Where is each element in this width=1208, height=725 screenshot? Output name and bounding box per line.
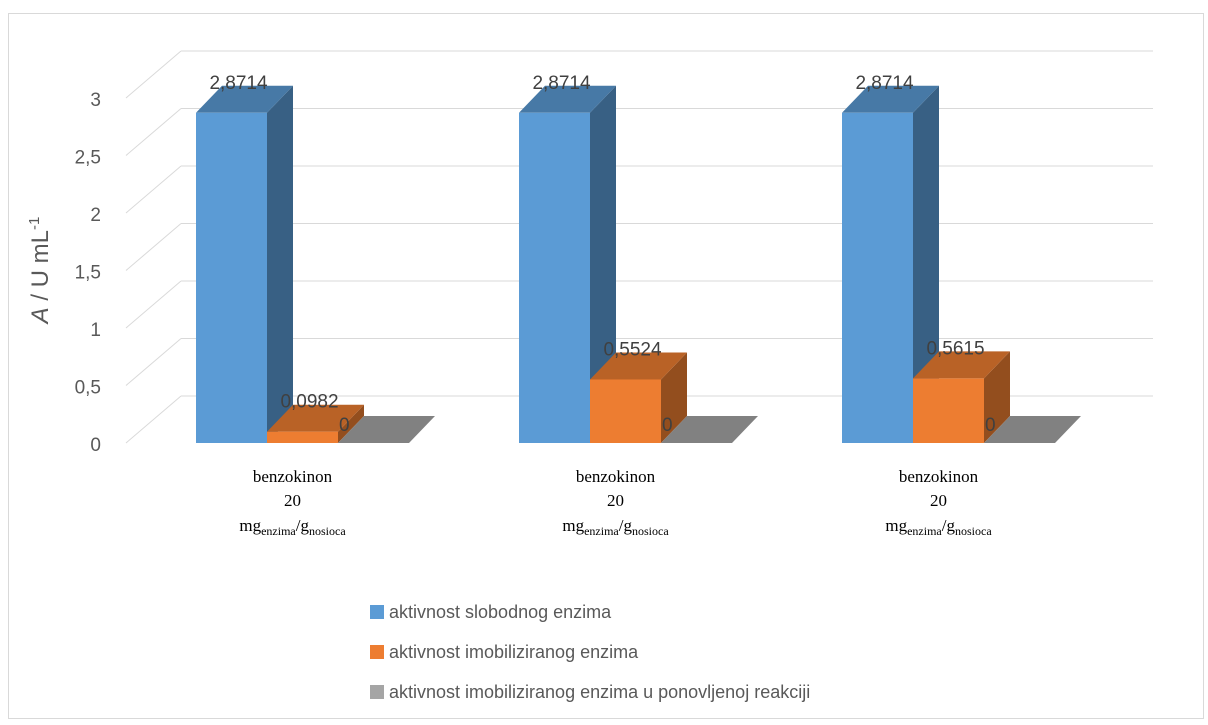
bar-side (267, 85, 293, 443)
data-label: 2,8714 (532, 73, 591, 94)
category-label-unit: mgenzima/gnosioca (562, 516, 669, 538)
category-label-line1: benzokinon (253, 467, 333, 486)
y-tick-label: 2,5 (75, 148, 101, 169)
y-tick-label: 3 (90, 90, 101, 111)
data-label: 2,8714 (855, 73, 914, 94)
y-tick-label: 0 (90, 435, 101, 456)
gridline-diagonal (125, 395, 182, 444)
bar-top (913, 351, 1010, 379)
data-label: 0,5524 (603, 339, 662, 360)
y-axis-label: A / U mL-1 (26, 217, 54, 326)
data-label: 0 (662, 415, 673, 436)
data-label: 0 (985, 415, 996, 436)
legend-label: aktivnost imobiliziranog enzima (389, 641, 639, 662)
y-tick-label: 1 (90, 320, 101, 341)
chart-legend: aktivnost slobodnog enzima aktivnost imob… (370, 592, 810, 712)
bar-top (842, 85, 939, 113)
bar-side (338, 404, 364, 443)
category-label-unit: mgenzima/gnosioca (885, 516, 992, 538)
bar-top (590, 352, 687, 380)
legend-item: aktivnost slobodnog enzima (370, 592, 810, 632)
y-tick-label: 1,5 (75, 263, 101, 284)
category-label-line1: benzokinon (899, 467, 979, 486)
bar-top (661, 416, 758, 443)
gridline-diagonal (125, 50, 182, 99)
bar-top (267, 404, 364, 432)
bar-side (913, 85, 939, 443)
bar (519, 112, 590, 443)
bar-top (984, 416, 1081, 443)
legend-label: aktivnost slobodnog enzima (389, 601, 612, 622)
bar (267, 431, 338, 443)
data-label: 0,0982 (280, 392, 338, 413)
y-tick-label: 2 (90, 205, 101, 226)
bar-side (590, 85, 616, 443)
data-label: 0,5615 (926, 338, 984, 359)
bar-top (196, 85, 293, 113)
bar-top (338, 416, 435, 443)
gridline-diagonal (125, 165, 182, 214)
category-label-line2: 20 (930, 491, 947, 510)
bar (913, 378, 984, 443)
data-label: 0 (339, 415, 350, 436)
bar-side (984, 351, 1010, 443)
category-label-line1: benzokinon (576, 467, 656, 486)
gridline-diagonal (125, 338, 182, 386)
legend-swatch (370, 685, 384, 699)
bar-top (519, 85, 616, 113)
legend-swatch (370, 605, 384, 619)
y-tick-label: 0,5 (75, 378, 101, 399)
gridline-diagonal (125, 223, 182, 271)
category-label-line2: 20 (284, 491, 301, 510)
legend-label: aktivnost imobiliziranog enzima u ponovl… (389, 681, 811, 702)
bar (590, 379, 661, 443)
gridline-diagonal (125, 108, 182, 156)
legend-swatch (370, 645, 384, 659)
legend-item: aktivnost imobiliziranog enzima u ponovl… (370, 672, 810, 712)
bar-side (661, 352, 687, 443)
legend-item: aktivnost imobiliziranog enzima (370, 632, 810, 672)
category-label-line2: 20 (607, 491, 624, 510)
gridline-diagonal (125, 280, 182, 329)
data-label: 2,8714 (209, 73, 268, 94)
category-label-unit: mgenzima/gnosioca (239, 516, 346, 538)
bar (842, 112, 913, 443)
bar (196, 112, 267, 443)
